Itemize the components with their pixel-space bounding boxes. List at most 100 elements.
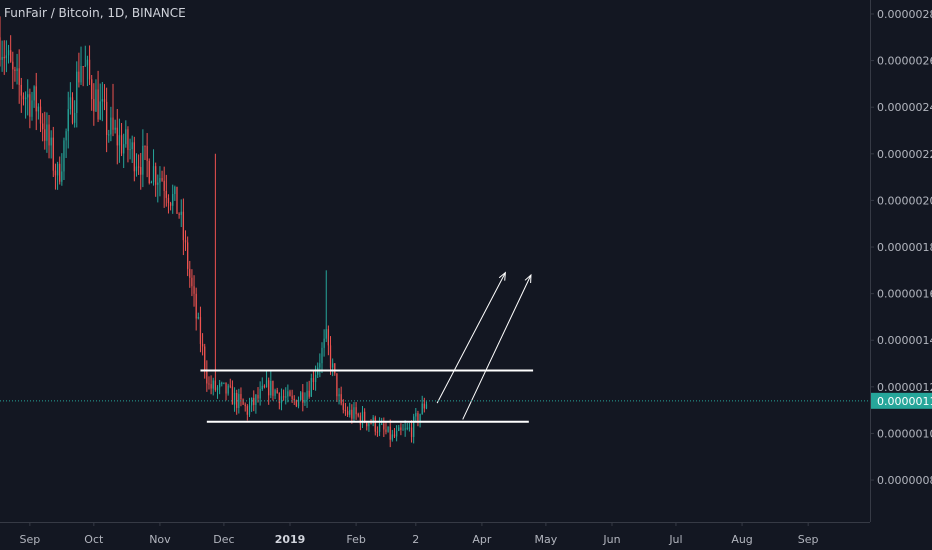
candle-body <box>137 166 140 168</box>
price-tick-label: 0.00000280 <box>877 8 932 21</box>
candle-body <box>118 135 121 146</box>
trend-arrow-head-1 <box>498 271 506 281</box>
candle-body <box>325 329 327 339</box>
candle-body <box>402 429 404 431</box>
candle-body <box>56 163 59 176</box>
candle-body <box>193 286 195 294</box>
candle-body <box>216 387 219 390</box>
candle-body <box>376 431 379 433</box>
price-axis[interactable]: 0.00000280 0.00000260 0.00000240 0.00000220… <box>870 0 932 550</box>
candle-body <box>400 427 402 431</box>
candle-body <box>374 417 376 432</box>
candle-body <box>293 398 295 401</box>
candle-body <box>255 394 257 405</box>
candle-body <box>393 434 396 437</box>
candle-body <box>174 186 176 195</box>
candle-body <box>95 89 97 112</box>
candle-body <box>39 106 42 124</box>
candle-body <box>236 392 238 408</box>
time-tick-label: Sep <box>19 533 40 546</box>
candle-body <box>103 99 106 102</box>
candle-body <box>425 404 428 409</box>
candle-body <box>110 117 112 135</box>
candle-body <box>310 378 312 397</box>
candle-body <box>268 380 270 396</box>
candle-body <box>368 423 370 427</box>
candle-body <box>99 101 101 120</box>
candle-body <box>332 363 334 368</box>
candle-body <box>289 391 291 396</box>
candle-body <box>76 71 78 113</box>
candle-body <box>218 383 221 388</box>
candle-body <box>61 171 63 182</box>
candle-body <box>389 426 391 440</box>
candle-body <box>300 392 302 400</box>
candle-body <box>14 69 16 71</box>
candle-body <box>246 406 248 415</box>
candle-body <box>182 211 185 241</box>
candle-body <box>346 411 349 415</box>
candle-body <box>404 428 406 430</box>
candle-body <box>406 427 408 429</box>
candle-body <box>48 124 50 146</box>
candle-body <box>395 430 398 437</box>
candle-body <box>86 59 89 66</box>
candle-body <box>372 417 374 424</box>
candle-body <box>287 391 289 397</box>
candle-body <box>191 277 193 287</box>
time-axis[interactable]: Sep Oct Nov Dec 2019 Feb 2 Apr May Jun Jul Aug Sep <box>0 522 870 546</box>
candle-body <box>33 86 35 101</box>
candles-layer <box>0 16 428 448</box>
candle-body <box>221 382 223 384</box>
candle-body <box>338 394 340 397</box>
candle-body <box>10 50 12 62</box>
candle-body <box>16 68 18 71</box>
candle-body <box>353 407 355 419</box>
price-tick-label: 0.00000160 <box>877 288 932 301</box>
candle-body <box>359 415 362 425</box>
candle-body <box>161 178 163 181</box>
candle-body <box>27 94 29 98</box>
candle-body <box>314 374 317 383</box>
candle-body <box>223 382 225 384</box>
candle-body <box>278 393 280 404</box>
candle-body <box>263 385 266 388</box>
candle-body <box>415 413 417 417</box>
candle-body <box>410 427 413 437</box>
time-tick-label: Aug <box>731 533 752 546</box>
current-price-label: 0.00000114 <box>877 395 932 408</box>
candle-body <box>37 106 40 112</box>
candle-body <box>274 390 276 396</box>
time-tick-label: Feb <box>346 533 365 546</box>
trend-arrow-head-2 <box>524 273 532 283</box>
candle-body <box>69 97 72 110</box>
candle-body <box>349 409 351 415</box>
candle-body <box>306 390 308 400</box>
candle-body <box>276 390 278 394</box>
candle-body <box>44 129 46 141</box>
candle-body <box>178 213 180 215</box>
price-tick-label: 0.00000220 <box>877 148 932 161</box>
candle-body <box>88 59 91 80</box>
time-tick-label: Jul <box>668 533 682 546</box>
candle-body <box>336 373 338 397</box>
candle-body <box>291 395 293 399</box>
candle-body <box>152 166 155 183</box>
time-tick-label: 2 <box>412 533 419 546</box>
drawings-layer[interactable] <box>200 271 534 423</box>
candle-body <box>0 37 1 60</box>
candle-body <box>1 56 3 60</box>
candle-body <box>227 385 229 394</box>
candle-body <box>387 426 389 432</box>
candle-body <box>135 166 138 172</box>
candle-body <box>31 100 33 117</box>
candle-body <box>184 240 187 243</box>
candle-body <box>197 317 199 319</box>
candle-body <box>206 369 208 384</box>
candle-body <box>20 84 22 96</box>
candle-body <box>240 394 242 400</box>
time-tick-label: Apr <box>472 533 492 546</box>
candle-body <box>150 182 153 184</box>
candle-body <box>214 380 217 390</box>
